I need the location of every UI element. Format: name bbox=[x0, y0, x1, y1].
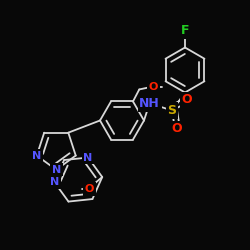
Text: O: O bbox=[148, 82, 158, 92]
Text: O: O bbox=[84, 184, 94, 194]
Text: O: O bbox=[182, 94, 192, 106]
Text: F: F bbox=[181, 24, 189, 37]
Text: N: N bbox=[32, 150, 42, 160]
Text: S: S bbox=[168, 104, 176, 117]
Text: O: O bbox=[172, 122, 182, 136]
Text: N: N bbox=[52, 165, 61, 175]
Text: N: N bbox=[84, 152, 93, 162]
Text: NH: NH bbox=[139, 97, 160, 110]
Text: N: N bbox=[50, 177, 59, 187]
